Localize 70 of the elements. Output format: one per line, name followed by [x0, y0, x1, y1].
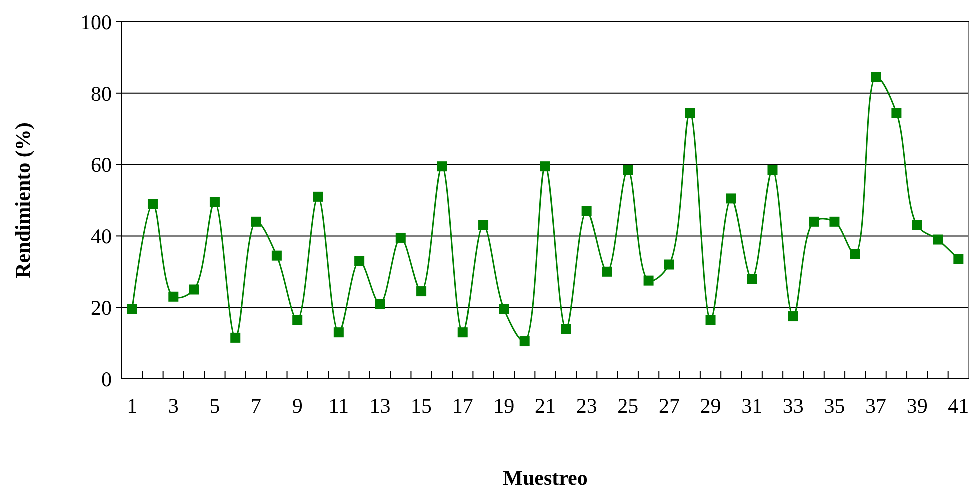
- point: [892, 108, 902, 118]
- point: [644, 276, 654, 286]
- point: [561, 324, 572, 334]
- y-tick-label: 20: [91, 296, 112, 320]
- y-tick-label: 40: [91, 224, 112, 249]
- x-axis-title: Muestreo: [503, 466, 588, 490]
- x-tick-label: 5: [210, 394, 220, 418]
- y-tick-label: 80: [91, 82, 112, 106]
- point: [458, 328, 468, 338]
- y-axis-title: Rendimiento (%): [11, 122, 35, 278]
- point: [623, 165, 634, 176]
- x-tick-label: 11: [328, 394, 350, 418]
- x-tick-label: 19: [494, 394, 515, 418]
- point: [685, 108, 696, 118]
- x-tick-label: 39: [906, 394, 928, 418]
- point: [189, 284, 200, 295]
- point: [354, 256, 365, 266]
- point: [375, 299, 386, 310]
- point: [230, 332, 241, 343]
- point: [127, 304, 138, 314]
- y-tick-label: 60: [91, 153, 112, 178]
- point: [540, 162, 550, 172]
- point: [664, 260, 674, 270]
- x-tick-label: 37: [866, 394, 887, 418]
- point: [416, 286, 427, 297]
- point: [706, 315, 716, 326]
- x-tick-label: 13: [370, 394, 391, 418]
- point: [396, 232, 406, 243]
- point: [602, 266, 612, 277]
- point: [437, 162, 448, 172]
- x-tick-label: 9: [292, 394, 303, 418]
- point: [499, 304, 510, 314]
- point: [809, 216, 820, 227]
- point: [912, 220, 922, 230]
- point: [747, 274, 758, 284]
- x-tick-label: 3: [168, 394, 179, 418]
- x-tick-label: 15: [411, 394, 432, 418]
- point: [272, 250, 282, 261]
- point: [478, 220, 489, 230]
- point: [871, 72, 882, 82]
- point: [830, 216, 840, 227]
- point: [788, 312, 798, 322]
- point: [520, 336, 530, 347]
- point: [850, 249, 860, 260]
- point: [313, 192, 324, 202]
- point: [148, 199, 158, 210]
- point: [251, 216, 262, 227]
- x-tick-label: 25: [618, 394, 639, 418]
- x-tick-label: 21: [535, 394, 556, 418]
- point: [210, 197, 220, 208]
- point: [726, 194, 736, 204]
- point: [582, 206, 592, 216]
- point: [334, 328, 344, 338]
- x-tick-label: 27: [658, 394, 680, 418]
- x-tick-label: 1: [127, 394, 138, 418]
- x-tick-label: 23: [576, 394, 598, 418]
- point: [933, 234, 944, 245]
- y-tick-label: 0: [102, 367, 112, 392]
- point: [292, 315, 303, 326]
- point: [168, 292, 179, 302]
- x-tick-label: 31: [742, 394, 763, 418]
- x-tick-label: 7: [251, 394, 262, 418]
- point: [954, 254, 964, 264]
- x-tick-label: 35: [824, 394, 846, 418]
- y-tick-label: 100: [80, 10, 112, 34]
- x-tick-label: 33: [782, 394, 804, 418]
- point: [768, 165, 778, 176]
- x-tick-label: 17: [452, 394, 474, 418]
- x-tick-label: 29: [700, 394, 722, 418]
- x-tick-label: 41: [948, 394, 970, 418]
